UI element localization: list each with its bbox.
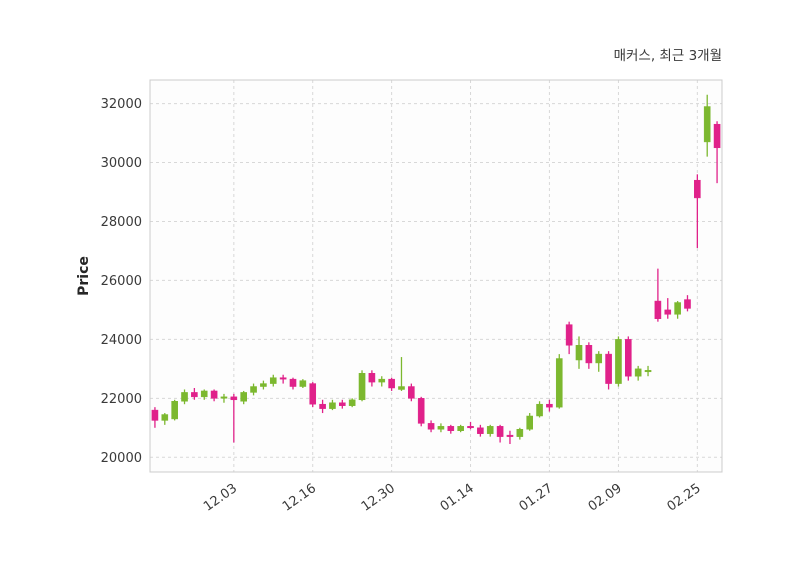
plot-background	[150, 80, 722, 472]
candle-body-up	[358, 373, 366, 401]
candle-body-up	[595, 353, 603, 364]
y-tick-label: 24000	[101, 333, 142, 348]
plot-border	[149, 79, 723, 473]
candle-body-down	[427, 423, 435, 430]
candle-body-down	[605, 353, 612, 384]
x-tick-label: 02.09	[586, 481, 625, 515]
x-tick-label: 12.16	[280, 481, 319, 515]
candle-body-up	[200, 390, 208, 398]
candle-body-up	[378, 378, 386, 383]
candle-body-up	[171, 401, 178, 420]
candle-body-down	[496, 426, 504, 437]
candle-body-down	[713, 123, 721, 149]
candle-body-down	[684, 299, 691, 309]
candle-body-up	[299, 380, 307, 387]
candle-body-up	[250, 386, 257, 393]
candle-body-up	[398, 386, 405, 390]
candle-body-up	[644, 370, 652, 373]
x-tick-label: 01.27	[517, 481, 556, 515]
candle-body-down	[230, 396, 238, 401]
candle-body-down	[664, 309, 672, 315]
y-tick-label: 20000	[101, 451, 142, 466]
candle-body-up	[348, 399, 356, 406]
candle-body-down	[191, 392, 198, 398]
chart-title: 매커스, 최근 3개월	[613, 48, 722, 64]
y-tick-label: 22000	[101, 392, 142, 407]
candle-body-down	[210, 390, 218, 399]
candle-body-up	[269, 377, 277, 384]
x-tick-label: 02.25	[665, 481, 704, 515]
candle-body-up	[634, 368, 642, 377]
candle-body-down	[506, 434, 514, 437]
candle-body-up	[437, 426, 445, 430]
candle-body-down	[339, 402, 346, 406]
candle-body-up	[161, 414, 169, 421]
candle-body-down	[368, 373, 376, 383]
candle-body-down	[565, 324, 573, 346]
candle-body-up	[575, 345, 583, 361]
candle-body-up	[526, 415, 533, 430]
candle-body-down	[625, 339, 632, 377]
candle-body-down	[319, 403, 326, 409]
y-tick-label: 32000	[101, 97, 142, 112]
candle-body-down	[309, 383, 317, 405]
y-tick-label: 28000	[101, 215, 142, 230]
candle-body-down	[546, 403, 553, 408]
candle-body-up	[181, 392, 188, 402]
candle-body-up	[516, 429, 524, 437]
candle-body-down	[289, 378, 297, 387]
candle-body-up	[555, 358, 563, 408]
y-axis-label: Price	[76, 256, 92, 296]
candle-body-down	[388, 378, 395, 389]
y-tick-label: 30000	[101, 156, 142, 171]
candle-body-up	[615, 339, 622, 384]
candle-body-up	[703, 106, 711, 143]
x-tick-label: 12.30	[359, 481, 398, 515]
candle-body-down	[694, 179, 701, 199]
candle-body-up	[674, 302, 681, 315]
candle-body-up	[260, 383, 267, 387]
candle-body-up	[240, 392, 247, 402]
candle-body-down	[477, 427, 484, 434]
candle-body-up	[536, 403, 543, 417]
candle-body-down	[417, 398, 425, 424]
x-tick-label: 01.14	[438, 481, 477, 515]
candle-body-down	[151, 409, 159, 421]
candle-body-down	[467, 426, 474, 429]
candle-body-up	[329, 402, 336, 409]
candle-body-up	[457, 426, 464, 431]
candle-body-down	[585, 345, 593, 364]
candle-body-up	[220, 396, 228, 399]
y-tick-label: 26000	[101, 274, 142, 289]
x-tick-label: 12.03	[201, 481, 240, 515]
candle-body-up	[486, 426, 494, 434]
candle-body-down	[654, 300, 662, 319]
candle-body-down	[408, 386, 415, 399]
candle-body-down	[447, 426, 455, 431]
candle-body-down	[279, 377, 287, 380]
